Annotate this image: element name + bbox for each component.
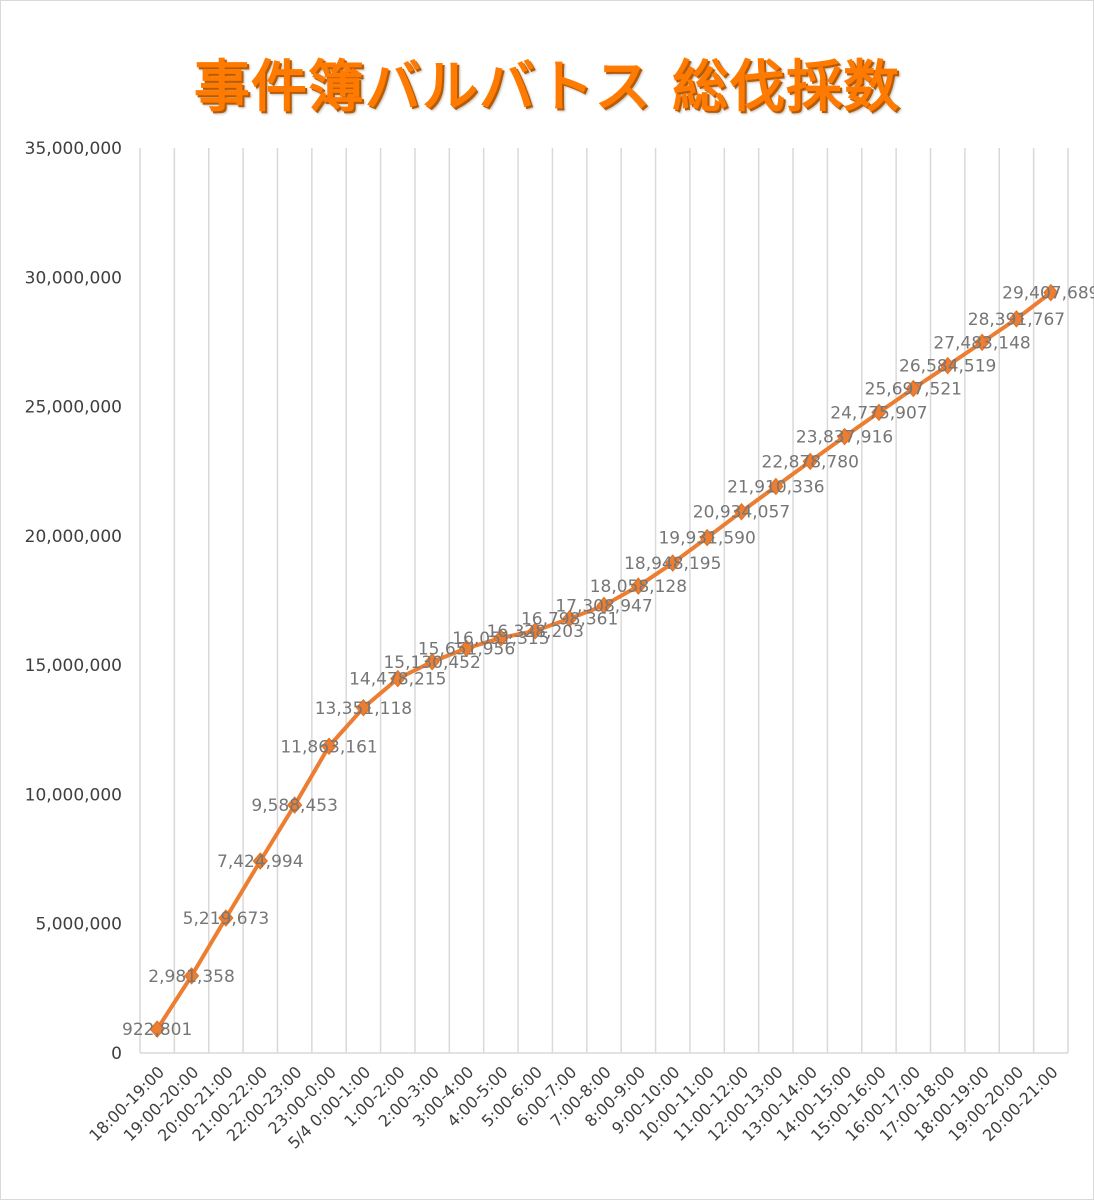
chart-title: 事件簿バルバトス 総伐採数: [193, 55, 901, 120]
data-point-marker: [871, 403, 887, 422]
data-label: 7,424,994: [217, 852, 304, 872]
data-label: 26,584,519: [899, 357, 996, 377]
data-point-marker: [183, 967, 200, 985]
data-point-marker: [287, 796, 303, 814]
data-label: 9,588,453: [251, 796, 338, 816]
data-point-marker: [218, 909, 234, 927]
data-point-marker: [630, 577, 647, 595]
data-point-marker: [424, 653, 440, 671]
data-point-marker: [252, 852, 268, 870]
data-label: 24,775,907: [830, 403, 927, 423]
data-label: 16,328,203: [487, 622, 584, 642]
data-point-marker: [974, 333, 990, 352]
data-label: 15,130,452: [383, 653, 480, 673]
y-tick-label: 10,000,000: [25, 785, 122, 805]
data-label: 25,697,521: [865, 380, 962, 400]
data-point-marker: [665, 554, 681, 572]
data-point-marker: [940, 356, 956, 375]
y-tick-label: 0: [111, 1044, 122, 1064]
vertical-gridlines: [139, 148, 1069, 1054]
data-label: 13,351,118: [315, 699, 412, 719]
data-label: 22,878,780: [762, 452, 859, 472]
data-point-marker: [493, 629, 509, 647]
data-point-marker: [733, 502, 750, 521]
data-point-marker: [561, 609, 578, 628]
data-point-marker: [458, 639, 475, 658]
data-point-marker: [905, 379, 921, 398]
data-point-marker: [390, 669, 406, 688]
data-label: 16,798,361: [521, 610, 618, 630]
x-axis: 18:00-19:0019:00-20:0020:00-21:0021:00-2…: [85, 1062, 1061, 1152]
data-label: 20,934,057: [693, 503, 790, 523]
data-label: 28,391,767: [968, 310, 1065, 330]
data-label: 15,651,956: [418, 639, 515, 659]
data-label: 17,308,947: [555, 596, 652, 616]
data-point-marker: [149, 1020, 165, 1038]
data-point-marker: [768, 477, 784, 496]
data-label: 2,981,358: [148, 967, 235, 987]
data-point-marker: [699, 528, 715, 547]
data-point-marker: [355, 699, 372, 717]
y-tick-label: 15,000,000: [25, 656, 122, 676]
y-tick-label: 25,000,000: [25, 398, 122, 418]
data-label: 29,407,689: [1002, 284, 1094, 304]
data-label: 14,478,215: [349, 670, 446, 690]
data-labels: 922,801 2,981,358 5,219,673 7,424,994 9,588,…: [122, 284, 1094, 1041]
y-tick-label: 35,000,000: [25, 139, 122, 159]
data-label: 5,219,673: [183, 909, 270, 929]
data-point-marker: [1043, 283, 1059, 302]
y-tick-label: 20,000,000: [25, 527, 122, 547]
data-label: 19,931,590: [658, 529, 755, 549]
y-axis: 0 5,000,000 10,000,000 15,000,000 20,000,000…: [25, 139, 122, 1064]
data-label: 23,837,916: [796, 428, 893, 448]
data-label: 922,801: [122, 1020, 192, 1040]
data-label: 21,910,336: [727, 477, 824, 497]
y-tick-label: 5,000,000: [35, 915, 122, 935]
data-point-marker: [836, 427, 853, 446]
series-markers: [149, 283, 1059, 1038]
y-tick-label: 30,000,000: [25, 268, 122, 288]
data-point-marker: [527, 622, 543, 640]
data-point-marker: [596, 596, 612, 615]
data-label: 18,058,128: [590, 577, 687, 597]
data-point-marker: [321, 737, 337, 756]
data-point-marker: [1008, 310, 1025, 328]
data-label: 27,483,148: [933, 333, 1030, 353]
data-label: 18,948,195: [624, 554, 721, 574]
data-label: 11,863,161: [280, 737, 377, 757]
data-label: 16,051,315: [452, 629, 549, 649]
data-point-marker: [802, 452, 818, 471]
